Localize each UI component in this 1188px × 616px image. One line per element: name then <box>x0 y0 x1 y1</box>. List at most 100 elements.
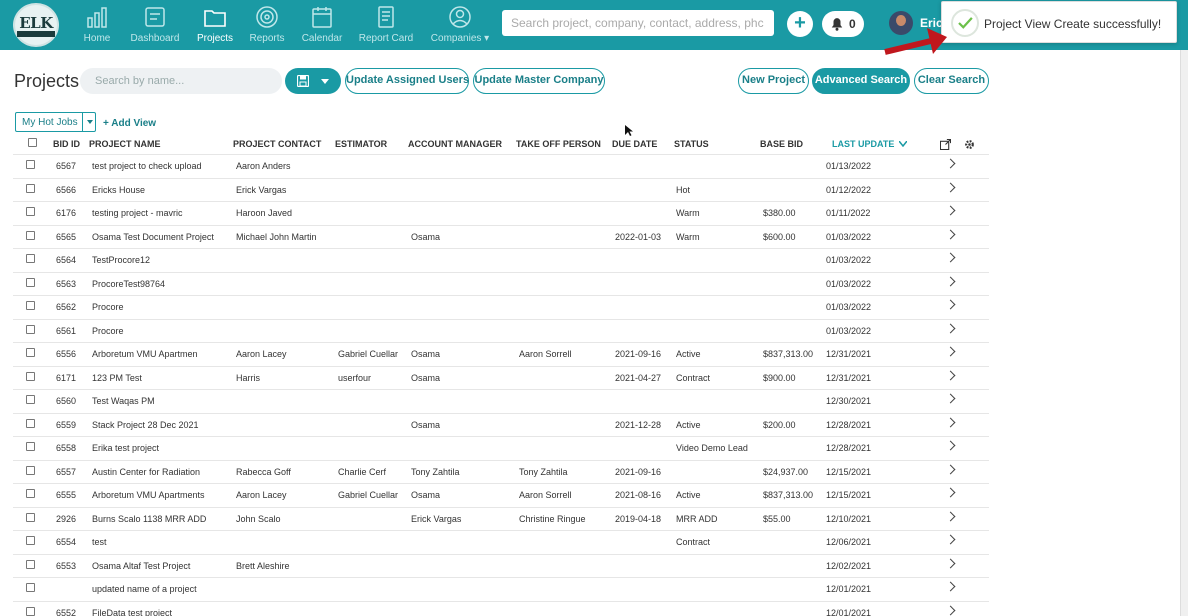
table-row[interactable] <box>13 412 989 437</box>
row-checkbox[interactable] <box>26 348 35 357</box>
row-checkbox[interactable] <box>26 371 35 381</box>
column-header-bid-id[interactable]: BID ID <box>53 139 80 149</box>
table-row[interactable] <box>13 224 989 249</box>
cell-name[interactable]: 123 PM Test <box>92 372 142 383</box>
nav-reports[interactable]: Reports <box>247 5 287 45</box>
table-row[interactable] <box>13 154 989 178</box>
table-row[interactable] <box>13 530 989 554</box>
new-project-button[interactable]: New Project <box>738 68 809 94</box>
cell-name[interactable]: Arboretum VMU Apartmen <box>92 349 198 359</box>
table-row[interactable] <box>13 483 989 507</box>
row-checkbox[interactable] <box>26 442 35 451</box>
cell-name[interactable]: test project to check upload <box>92 161 202 171</box>
update-master-company-button[interactable]: Update Master Company <box>473 68 605 94</box>
column-header-take-off-person[interactable]: TAKE OFF PERSON <box>516 139 601 149</box>
row-checkbox[interactable] <box>26 536 35 545</box>
cell-name[interactable]: Procore <box>92 325 124 336</box>
row-checkbox[interactable] <box>26 277 35 287</box>
table-row[interactable] <box>13 201 989 225</box>
table-row[interactable] <box>13 553 989 578</box>
cell-name[interactable]: updated name of a project <box>92 584 197 594</box>
quick-add-button[interactable]: + <box>787 11 813 37</box>
cell-name[interactable]: Procore <box>92 302 124 312</box>
cell-name[interactable]: test <box>92 537 107 547</box>
cell-name[interactable]: Erika test project <box>92 443 160 453</box>
nav-calendar[interactable]: Calendar <box>300 5 344 45</box>
cell-name[interactable]: FileData test project <box>92 607 173 616</box>
advanced-search-button[interactable]: Advanced Search <box>812 68 910 94</box>
global-search-input[interactable] <box>502 10 774 36</box>
column-header-account-manager[interactable]: ACCOUNT MANAGER <box>408 139 502 149</box>
table-row[interactable] <box>13 342 989 366</box>
cell-name[interactable]: ProcoreTest98764 <box>92 278 166 289</box>
column-header-estimator[interactable]: ESTIMATOR <box>335 139 388 149</box>
cell-name[interactable]: Burns Scalo 1138 MRR ADD <box>92 513 207 524</box>
table-row[interactable] <box>13 600 989 616</box>
table-row[interactable] <box>13 271 989 296</box>
row-checkbox[interactable] <box>26 583 35 592</box>
cell-name[interactable]: Osama Altaf Test Project <box>92 560 191 571</box>
row-checkbox[interactable] <box>26 254 35 263</box>
nav-dashboard[interactable]: Dashboard <box>128 5 182 45</box>
row-checkbox[interactable] <box>26 559 35 569</box>
sort-descending-icon[interactable] <box>899 141 907 147</box>
column-header-status[interactable]: STATUS <box>674 139 709 149</box>
column-header-project-contact[interactable]: PROJECT CONTACT <box>233 139 322 149</box>
column-header-due-date[interactable]: DUE DATE <box>612 139 658 149</box>
column-header-last-update[interactable]: LAST UPDATE <box>832 139 895 149</box>
table-row[interactable] <box>13 365 989 390</box>
cell-name[interactable]: Ericks House <box>92 184 146 195</box>
cell-name[interactable]: TestProcore12 <box>92 255 151 265</box>
chevron-down-icon[interactable] <box>87 120 93 124</box>
nav-home[interactable]: Home <box>82 5 112 45</box>
cell-name[interactable]: Osama Test Document Project <box>92 231 214 242</box>
export-icon[interactable] <box>940 139 951 150</box>
column-header-project-name[interactable]: PROJECT NAME <box>89 139 161 149</box>
table-row[interactable] <box>13 248 989 272</box>
cell-updated: 12/02/2021 <box>826 560 872 571</box>
row-checkbox[interactable] <box>26 324 35 334</box>
row-checkbox[interactable] <box>26 230 35 240</box>
table-row[interactable] <box>13 177 989 202</box>
table-row[interactable] <box>13 389 989 413</box>
save-view-button[interactable] <box>285 68 341 94</box>
notifications-button[interactable]: 0 <box>822 11 864 37</box>
table-row[interactable] <box>13 459 989 484</box>
nav-projects[interactable]: Projects <box>194 5 236 45</box>
row-checkbox[interactable] <box>26 395 35 404</box>
cell-name[interactable]: Austin Center for Radiation <box>92 466 201 477</box>
gear-icon[interactable] <box>964 139 975 150</box>
column-header-base-bid[interactable]: BASE BID <box>760 139 804 149</box>
company-logo[interactable]: ELK <box>13 3 59 47</box>
table-row[interactable] <box>13 295 989 319</box>
user-name[interactable]: Eric <box>920 16 943 30</box>
cell-name[interactable]: testing project - mavric <box>92 208 183 218</box>
table-row[interactable] <box>13 577 989 601</box>
clear-search-button[interactable]: Clear Search <box>914 68 989 94</box>
row-checkbox[interactable] <box>26 160 35 169</box>
table-row[interactable] <box>13 436 989 460</box>
row-checkbox[interactable] <box>26 301 35 310</box>
avatar[interactable] <box>889 11 913 35</box>
row-checkbox[interactable] <box>26 489 35 498</box>
row-checkbox[interactable] <box>26 606 35 616</box>
cell-contact: Rabecca Goff <box>236 466 291 477</box>
cell-name[interactable]: Arboretum VMU Apartments <box>92 490 205 500</box>
page-scrollbar[interactable] <box>1180 50 1188 616</box>
nav-report-card[interactable]: Report Card <box>357 5 415 45</box>
row-checkbox[interactable] <box>26 207 35 216</box>
row-checkbox[interactable] <box>26 418 35 428</box>
cell-name[interactable]: Stack Project 28 Dec 2021 <box>92 419 199 430</box>
update-assigned-users-button[interactable]: Update Assigned Users <box>345 68 469 94</box>
row-checkbox[interactable] <box>26 512 35 522</box>
project-name-search-input[interactable] <box>80 68 282 94</box>
row-checkbox[interactable] <box>26 465 35 475</box>
view-selector[interactable]: My Hot Jobs <box>15 112 96 132</box>
table-row[interactable] <box>13 506 989 531</box>
table-row[interactable] <box>13 318 989 343</box>
select-all-checkbox[interactable] <box>28 138 37 147</box>
cell-name[interactable]: Test Waqas PM <box>92 396 155 406</box>
add-view-button[interactable]: + Add View <box>103 118 157 129</box>
row-checkbox[interactable] <box>26 183 35 193</box>
nav-companies[interactable]: Companies ▾ <box>429 5 491 45</box>
